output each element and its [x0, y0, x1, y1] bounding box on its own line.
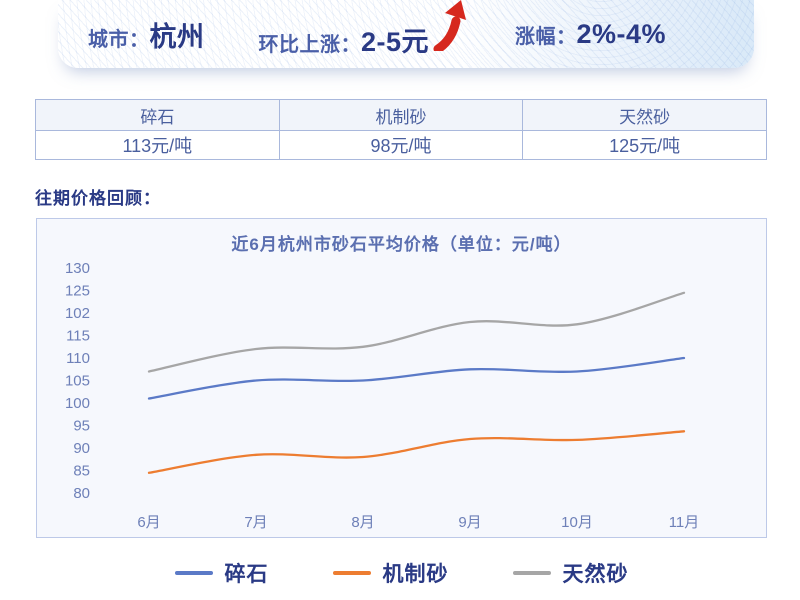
price-history-chart-panel: 近6月杭州市砂石平均价格（单位：元/吨） 130 125 102 115 110 105 1… — [36, 218, 767, 538]
axis-tick-label: 11月 — [669, 514, 700, 531]
city-label: 城市： — [88, 28, 150, 51]
legend-label-crushed-stone: 碎石 — [224, 563, 269, 586]
axis-tick-label: 115 — [66, 328, 90, 345]
axis-tick-label: 10月 — [561, 514, 593, 531]
axis-tick-label: 110 — [66, 350, 90, 367]
axis-tick-label: 6月 — [137, 514, 160, 531]
mom-increase-label: 环比上涨： — [258, 34, 361, 56]
city-field: 城市： 杭州 — [88, 15, 205, 54]
mom-increase-value: 2-5元 — [361, 27, 430, 57]
summary-banner: 城市： 杭州 环比上涨： 2-5元 涨幅： 2%-4% — [58, 0, 754, 68]
axis-tick-label: 90 — [73, 440, 90, 457]
table-header-row: 碎石 机制砂 天然砂 — [35, 99, 767, 131]
rise-range-value: 2%-4% — [576, 18, 667, 49]
series-line-碎石 — [147, 356, 686, 400]
table-header-machine-sand: 机制砂 — [278, 99, 524, 131]
axis-tick-label: 8月 — [351, 514, 374, 531]
table-value-natural-sand: 125元/吨 — [522, 130, 767, 160]
legend-item-machine-sand: 机制砂 — [332, 558, 449, 588]
table-value-row: 113元/吨 98元/吨 125元/吨 — [35, 130, 767, 160]
axis-tick-label: 125 — [65, 283, 90, 300]
legend-swatch-machine-sand — [332, 571, 371, 575]
axis-tick-label: 102 — [65, 305, 90, 322]
axis-tick-label: 105 — [65, 373, 90, 390]
legend-item-crushed-stone: 碎石 — [174, 558, 269, 588]
chart-legend: 碎石 机制砂 天然砂 — [36, 558, 767, 588]
axis-tick-label: 7月 — [244, 514, 267, 531]
axis-tick-label: 95 — [73, 418, 90, 435]
current-price-table: 碎石 机制砂 天然砂 113元/吨 98元/吨 125元/吨 — [35, 99, 767, 160]
table-header-natural-sand: 天然砂 — [522, 99, 767, 131]
chart-title: 近6月杭州市砂石平均价格（单位：元/吨） — [231, 235, 572, 254]
rise-range-label: 涨幅： — [515, 25, 577, 48]
rise-arrow-icon — [433, 0, 469, 54]
axis-tick-label: 9月 — [458, 514, 481, 531]
price-history-chart: 130 125 102 115 110 105 100 95 90 85 80 6月 7月 8月 9月 10月… — [65, 260, 700, 531]
history-section-title: 往期价格回顾： — [35, 189, 161, 208]
table-value-crushed-stone: 113元/吨 — [35, 130, 280, 160]
rise-range-field: 涨幅： 2%-4% — [515, 19, 666, 50]
series-line-天然砂 — [147, 291, 686, 373]
axis-tick-label: 100 — [65, 395, 90, 412]
legend-swatch-crushed-stone — [174, 571, 213, 575]
axis-tick-label: 130 — [65, 260, 90, 277]
summary-banner-content: 城市： 杭州 环比上涨： 2-5元 涨幅： 2%-4% — [58, 0, 754, 72]
series-line-机制砂 — [147, 430, 686, 474]
legend-label-machine-sand: 机制砂 — [382, 563, 449, 586]
axis-tick-label: 85 — [73, 463, 90, 480]
mom-increase-field: 环比上涨： 2-5元 — [258, 0, 470, 59]
table-header-crushed-stone: 碎石 — [35, 99, 280, 131]
legend-item-natural-sand: 天然砂 — [512, 558, 629, 588]
legend-swatch-natural-sand — [512, 571, 551, 575]
axis-tick-label: 80 — [73, 485, 90, 502]
city-value: 杭州 — [149, 21, 205, 52]
legend-label-natural-sand: 天然砂 — [562, 563, 629, 586]
table-value-machine-sand: 98元/吨 — [278, 130, 524, 160]
